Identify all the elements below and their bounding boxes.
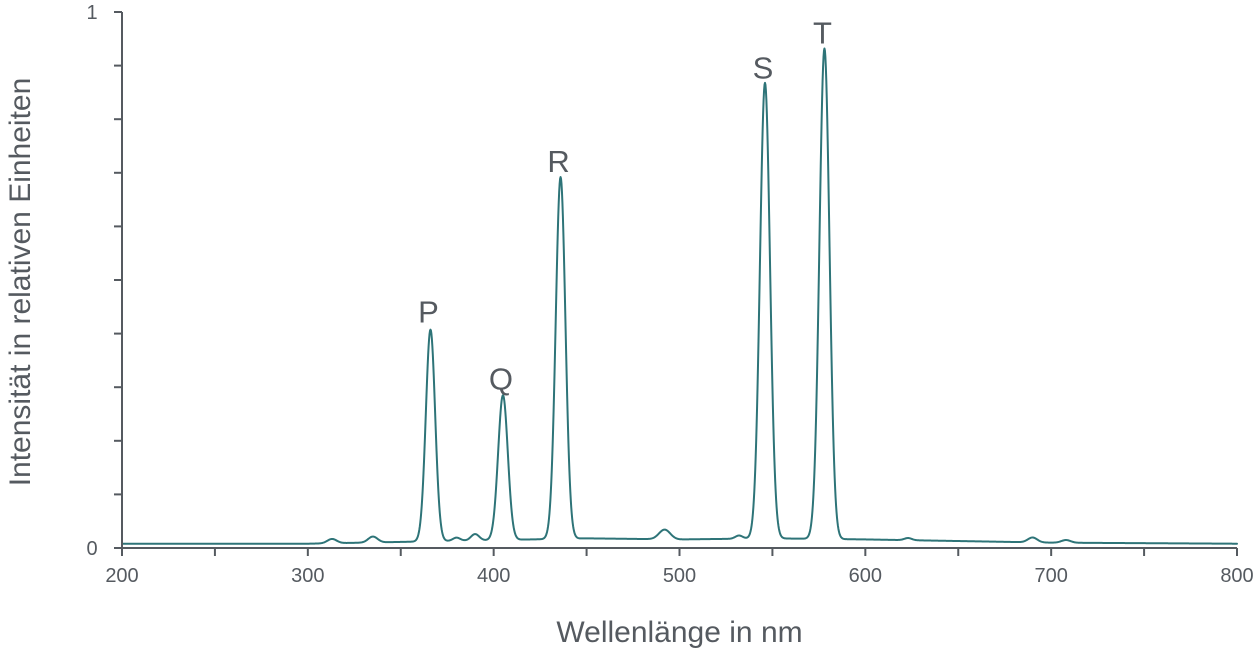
peak-label-s: S [753, 50, 774, 85]
ticks-layer [114, 11, 1238, 556]
labels-layer: 0 1 200 300 400 500 600 700 800 P Q R S T [86, 2, 1253, 587]
x-tick-label-3: 500 [663, 565, 696, 587]
x-axis-title: Wellenlänge in nm [556, 616, 802, 649]
x-tick-label-1: 300 [291, 565, 324, 587]
x-tick-label-4: 600 [849, 565, 882, 587]
x-tick-label-2: 400 [477, 565, 510, 587]
x-tick-label-5: 700 [1034, 565, 1067, 587]
y-axis-title: Intensität in relativen Einheiten [4, 78, 37, 487]
peak-label-p: P [418, 294, 439, 329]
spectrum-series-line [121, 47, 1238, 545]
y-tick-label-0: 0 [86, 538, 97, 560]
peak-label-r: R [547, 144, 569, 179]
x-tick-label-6: 800 [1220, 565, 1253, 587]
x-tick-label-0: 200 [105, 565, 138, 587]
peak-label-q: Q [489, 361, 513, 396]
peak-label-t: T [813, 16, 832, 51]
y-tick-label-1: 1 [86, 2, 97, 24]
